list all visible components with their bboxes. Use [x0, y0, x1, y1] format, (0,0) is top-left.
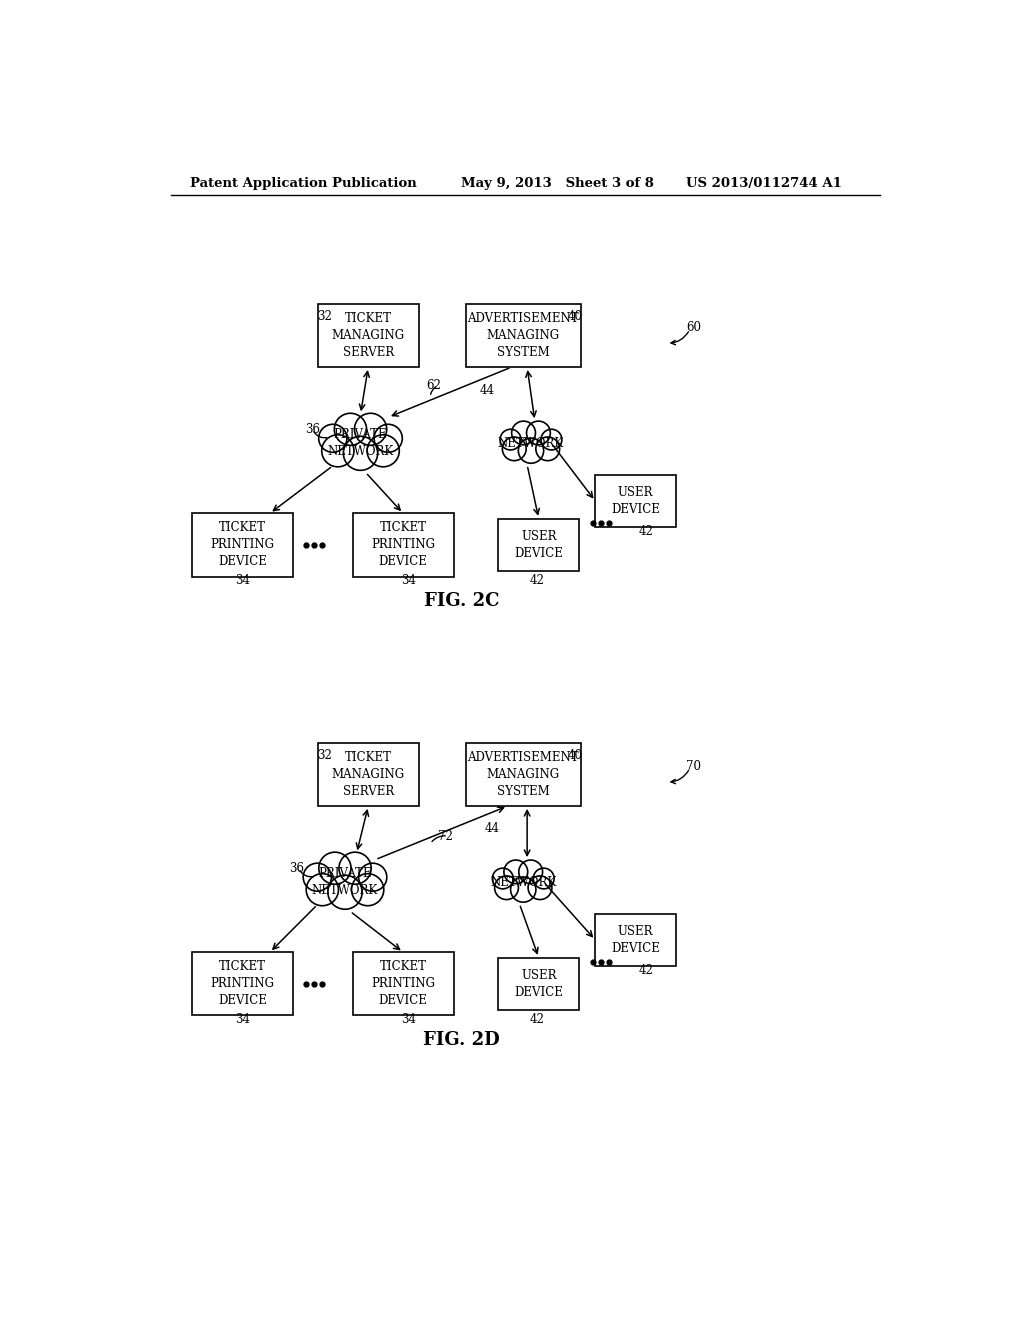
- Text: 32: 32: [316, 310, 332, 323]
- Circle shape: [318, 853, 351, 884]
- Text: 34: 34: [236, 1012, 250, 1026]
- Text: USER
DEVICE: USER DEVICE: [514, 969, 563, 999]
- Circle shape: [367, 434, 399, 467]
- Text: 72: 72: [438, 829, 454, 842]
- Text: TICKET
PRINTING
DEVICE: TICKET PRINTING DEVICE: [371, 521, 435, 569]
- Text: 36: 36: [305, 422, 319, 436]
- Circle shape: [374, 424, 402, 453]
- Text: 42: 42: [529, 1012, 545, 1026]
- Text: 34: 34: [401, 574, 416, 587]
- Text: TICKET
PRINTING
DEVICE: TICKET PRINTING DEVICE: [211, 521, 274, 569]
- Text: 44: 44: [484, 822, 500, 834]
- Text: USER
DEVICE: USER DEVICE: [514, 529, 563, 560]
- Text: May 9, 2013   Sheet 3 of 8: May 9, 2013 Sheet 3 of 8: [461, 177, 654, 190]
- Circle shape: [504, 861, 527, 883]
- Circle shape: [306, 874, 339, 906]
- Circle shape: [519, 861, 543, 883]
- Circle shape: [511, 876, 536, 902]
- Text: US 2013/0112744 A1: US 2013/0112744 A1: [686, 177, 842, 190]
- Circle shape: [526, 421, 550, 445]
- Circle shape: [343, 437, 378, 470]
- Text: 44: 44: [479, 384, 495, 397]
- Bar: [498, 958, 580, 1010]
- Circle shape: [358, 863, 387, 891]
- Bar: [466, 304, 581, 367]
- Circle shape: [512, 421, 536, 445]
- Bar: [193, 513, 293, 577]
- Circle shape: [339, 853, 371, 884]
- Circle shape: [541, 429, 562, 450]
- Bar: [352, 952, 454, 1015]
- Text: Patent Application Publication: Patent Application Publication: [190, 177, 417, 190]
- Text: 40: 40: [567, 310, 583, 323]
- Text: 32: 32: [316, 748, 332, 762]
- Text: 36: 36: [290, 862, 304, 875]
- Circle shape: [318, 424, 347, 453]
- Text: 34: 34: [401, 1012, 416, 1026]
- Bar: [352, 513, 454, 577]
- Text: 42: 42: [638, 525, 653, 539]
- Text: USER
DEVICE: USER DEVICE: [611, 486, 660, 516]
- Text: 42: 42: [638, 964, 653, 977]
- Text: 60: 60: [686, 321, 701, 334]
- Text: TICKET
PRINTING
DEVICE: TICKET PRINTING DEVICE: [371, 961, 435, 1007]
- Circle shape: [328, 875, 362, 909]
- Circle shape: [503, 437, 526, 461]
- Text: 70: 70: [686, 760, 701, 774]
- Bar: [466, 743, 581, 807]
- Text: 62: 62: [427, 379, 441, 392]
- Text: TICKET
PRINTING
DEVICE: TICKET PRINTING DEVICE: [211, 961, 274, 1007]
- Text: PRIVATE
NETWORK: PRIVATE NETWORK: [328, 428, 393, 458]
- Text: 34: 34: [236, 574, 250, 587]
- Circle shape: [528, 876, 552, 899]
- Bar: [317, 304, 419, 367]
- Circle shape: [354, 413, 387, 445]
- Text: ADVERTISEMENT
MANAGING
SYSTEM: ADVERTISEMENT MANAGING SYSTEM: [467, 312, 579, 359]
- Bar: [193, 952, 293, 1015]
- Circle shape: [303, 863, 332, 891]
- Circle shape: [351, 874, 384, 906]
- Circle shape: [334, 413, 367, 445]
- Text: NETWORK: NETWORK: [498, 437, 564, 450]
- Bar: [595, 913, 676, 966]
- Circle shape: [495, 876, 518, 899]
- Circle shape: [493, 869, 513, 888]
- Circle shape: [518, 438, 544, 463]
- Bar: [595, 475, 676, 527]
- Circle shape: [500, 429, 521, 450]
- Circle shape: [534, 869, 554, 888]
- Text: TICKET
MANAGING
SERVER: TICKET MANAGING SERVER: [332, 751, 404, 797]
- Bar: [317, 743, 419, 807]
- Text: PRIVATE
NETWORK: PRIVATE NETWORK: [312, 867, 378, 898]
- Text: ADVERTISEMENT
MANAGING
SYSTEM: ADVERTISEMENT MANAGING SYSTEM: [467, 751, 579, 797]
- Text: USER
DEVICE: USER DEVICE: [611, 925, 660, 954]
- Text: FIG. 2C: FIG. 2C: [424, 593, 499, 610]
- Circle shape: [322, 434, 354, 467]
- Text: 42: 42: [529, 574, 545, 587]
- Circle shape: [536, 437, 560, 461]
- Text: 40: 40: [567, 748, 583, 762]
- Bar: [498, 519, 580, 572]
- Text: TICKET
MANAGING
SERVER: TICKET MANAGING SERVER: [332, 312, 404, 359]
- Text: FIG. 2D: FIG. 2D: [423, 1031, 500, 1049]
- Text: NETWORK: NETWORK: [490, 875, 556, 888]
